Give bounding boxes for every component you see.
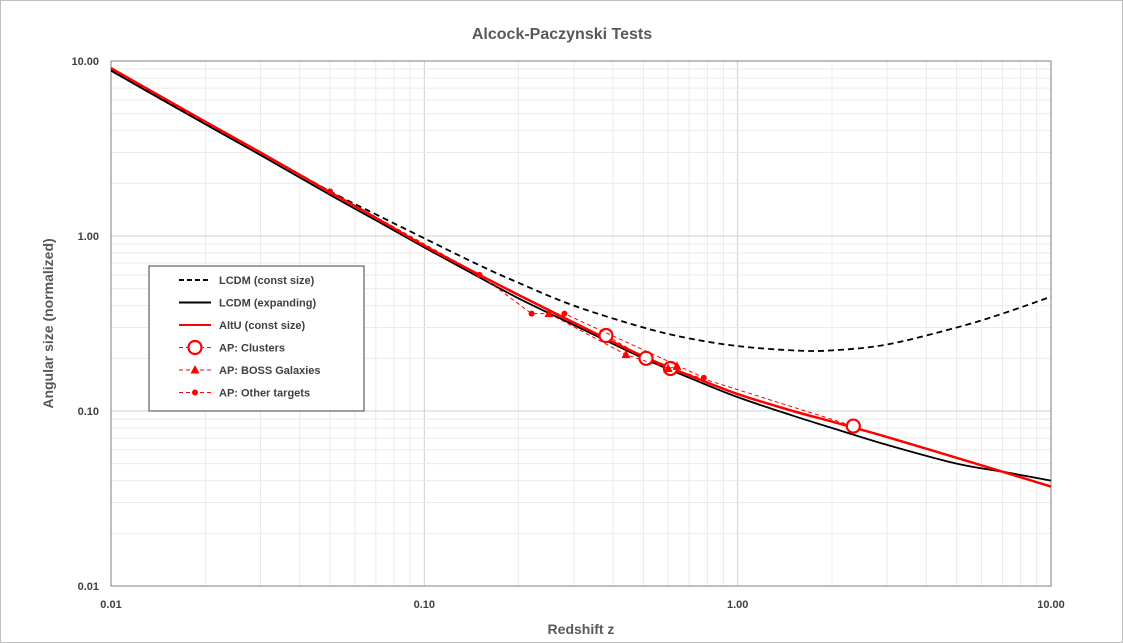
x-tick-label: 1.00: [727, 599, 748, 611]
y-tick-label: 10.00: [71, 56, 99, 68]
data-point: [663, 363, 673, 372]
series-altu-const-size: [110, 67, 1052, 488]
data-point: [561, 310, 568, 317]
series-line: [548, 313, 678, 369]
data-point: [327, 188, 334, 195]
x-axis-label: Redshift z: [548, 621, 615, 637]
legend-item: AP: Other targets: [179, 388, 310, 400]
data-point: [544, 308, 554, 318]
series-lcdm-expanding: [110, 69, 1052, 482]
series-line: [110, 67, 1052, 488]
legend-item: AP: BOSS Galaxies: [179, 365, 321, 377]
data-point: [700, 374, 707, 381]
legend-label: AP: Other targets: [219, 388, 310, 400]
legend-label: AP: Clusters: [219, 343, 285, 355]
series-line: [329, 190, 705, 379]
data-point: [528, 310, 535, 317]
data-point: [190, 365, 200, 374]
series-line: [605, 335, 854, 427]
legend-label: AltU (const size): [219, 320, 306, 332]
legend-item: AltU (const size): [179, 320, 306, 332]
x-tick-label: 0.01: [100, 599, 121, 611]
legend-item: LCDM (const size): [179, 275, 315, 287]
legend-label: LCDM (const size): [219, 275, 315, 287]
legend-label: AP: BOSS Galaxies: [219, 365, 321, 377]
legend-item: AP: Clusters: [179, 339, 285, 356]
series-line: [110, 68, 1052, 352]
series-line: [110, 69, 1052, 482]
series-ap-boss-galaxies: [544, 308, 682, 372]
series-ap-clusters: [598, 327, 861, 434]
data-point: [476, 271, 483, 278]
x-tick-label: 10.00: [1037, 599, 1065, 611]
data-point: [845, 418, 861, 434]
y-tick-label: 1.00: [78, 231, 99, 243]
series-ap-other-targets: [327, 188, 707, 381]
data-point: [638, 350, 654, 366]
y-tick-label: 0.10: [78, 406, 99, 418]
data-point: [621, 349, 631, 359]
data-point: [598, 327, 614, 344]
y-axis-label: Angular size (normalized): [40, 238, 56, 408]
plot-area: [110, 60, 1052, 587]
legend: LCDM (const size) LCDM (expanding) AltU (c…: [148, 265, 365, 412]
series-lcdm-const-size: [110, 68, 1052, 352]
data-point: [187, 339, 203, 356]
chart-title: Alcock-Paczynski Tests: [472, 26, 652, 43]
y-tick-label: 0.01: [78, 581, 99, 593]
grid: [110, 61, 1051, 587]
legend-box: [148, 265, 365, 412]
data-point: [192, 389, 198, 396]
legend-item: LCDM (expanding): [179, 298, 316, 310]
x-tick-label: 0.10: [414, 599, 435, 611]
tick-labels: 0.01 0.10 1.00 10.00 0.01 0.10 1.00 10.00: [71, 56, 1064, 611]
legend-label: LCDM (expanding): [219, 298, 316, 310]
series-layer: [110, 67, 1052, 488]
